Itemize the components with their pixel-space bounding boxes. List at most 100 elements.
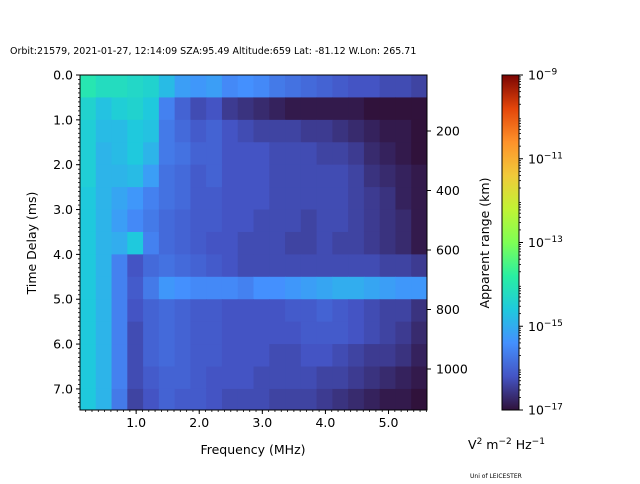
heatmap-cell: [395, 366, 412, 390]
heatmap-cell: [363, 209, 381, 233]
heatmap-cell: [174, 321, 191, 345]
heatmap-cell: [80, 142, 97, 166]
heatmap-cell: [285, 164, 302, 188]
heatmap-cell: [379, 209, 396, 233]
heatmap-cell: [300, 299, 318, 323]
heatmap-cell: [269, 209, 286, 233]
heatmap-cell: [348, 142, 365, 166]
heatmap-cell: [221, 75, 239, 98]
heatmap-cell: [285, 231, 302, 255]
heatmap-cell: [269, 388, 286, 411]
heatmap-cell: [143, 299, 160, 323]
heatmap-cell: [174, 75, 191, 98]
heatmap-cell: [300, 254, 318, 278]
heatmap-cell: [80, 231, 97, 255]
heatmap-cell: [174, 254, 191, 278]
heatmap-cell: [269, 75, 286, 98]
heatmap-cell: [348, 299, 365, 323]
y2-tick-label: 200: [436, 124, 460, 139]
heatmap-cell: [269, 231, 286, 255]
heatmap-cell: [332, 254, 349, 278]
heatmap-cell: [221, 254, 239, 278]
heatmap-cell: [158, 142, 176, 166]
heatmap-cell: [80, 366, 97, 390]
heatmap-cell: [206, 97, 223, 121]
heatmap-cell: [190, 321, 207, 345]
heatmap-cell: [300, 231, 318, 255]
heatmap-cell: [143, 276, 160, 300]
heatmap-cell: [237, 97, 254, 121]
heatmap-cell: [158, 187, 176, 211]
heatmap-cell: [80, 75, 97, 98]
y-tick-label: 2.0: [53, 157, 73, 172]
heatmap-cell: [395, 75, 412, 98]
heatmap-cell: [174, 164, 191, 188]
heatmap-cell: [348, 321, 365, 345]
heatmap-cells: [80, 75, 428, 411]
heatmap-cell: [127, 187, 144, 211]
heatmap-cell: [158, 75, 176, 98]
heatmap-cell: [348, 344, 365, 367]
heatmap-cell: [80, 119, 97, 143]
heatmap-cell: [95, 321, 113, 345]
heatmap-cell: [127, 97, 144, 121]
heatmap-cell: [237, 366, 254, 390]
heatmap-cell: [95, 231, 113, 255]
heatmap-cell: [111, 209, 128, 233]
heatmap-cell: [127, 254, 144, 278]
y-tick-label: 5.0: [53, 292, 73, 307]
heatmap-cell: [253, 231, 270, 255]
heatmap-cell: [237, 344, 254, 367]
heatmap-cell: [379, 344, 396, 367]
heatmap-cell: [174, 119, 191, 143]
heatmap-cell: [379, 276, 396, 300]
y-tick-label: 0.0: [53, 68, 73, 83]
heatmap-cell: [237, 75, 254, 98]
heatmap-cell: [111, 321, 128, 345]
heatmap-cell: [379, 97, 396, 121]
heatmap-cell: [253, 97, 270, 121]
heatmap-cell: [348, 75, 365, 98]
heatmap-cell: [206, 142, 223, 166]
heatmap-cell: [253, 164, 270, 188]
heatmap-cell: [363, 254, 381, 278]
heatmap-cell: [221, 119, 239, 143]
heatmap-cell: [332, 75, 349, 98]
y-tick-label: 1.0: [53, 112, 73, 127]
heatmap-cell: [237, 119, 254, 143]
heatmap-cell: [206, 187, 223, 211]
heatmap-cell: [158, 344, 176, 367]
heatmap-cell: [316, 231, 333, 255]
heatmap-cell: [285, 299, 302, 323]
heatmap-cell: [253, 254, 270, 278]
heatmap-cell: [158, 164, 176, 188]
heatmap-cell: [206, 119, 223, 143]
heatmap-cell: [285, 321, 302, 345]
heatmap-cell: [269, 299, 286, 323]
heatmap-cell: [269, 254, 286, 278]
heatmap-cell: [111, 119, 128, 143]
heatmap-cell: [316, 388, 333, 411]
heatmap-cell: [411, 321, 428, 345]
heatmap-cell: [332, 231, 349, 255]
heatmap-cell: [206, 388, 223, 411]
heatmap-cell: [316, 366, 333, 390]
heatmap-cell: [363, 187, 381, 211]
y-axis: 0.0 1.0 2.0 3.0 4.0 5.0 6.0 7.0: [53, 68, 80, 408]
heatmap-cell: [300, 276, 318, 300]
heatmap-cell: [379, 366, 396, 390]
heatmap-cell: [411, 276, 428, 300]
heatmap-cell: [316, 209, 333, 233]
heatmap-cell: [127, 209, 144, 233]
heatmap-cell: [190, 344, 207, 367]
heatmap-cell: [395, 299, 412, 323]
heatmap-cell: [237, 388, 254, 411]
heatmap-cell: [253, 388, 270, 411]
y-axis-label: Time Delay (ms): [24, 192, 39, 296]
heatmap-cell: [395, 142, 412, 166]
heatmap-cell: [269, 344, 286, 367]
heatmap-cell: [190, 164, 207, 188]
heatmap-cell: [411, 97, 428, 121]
heatmap-cell: [221, 97, 239, 121]
